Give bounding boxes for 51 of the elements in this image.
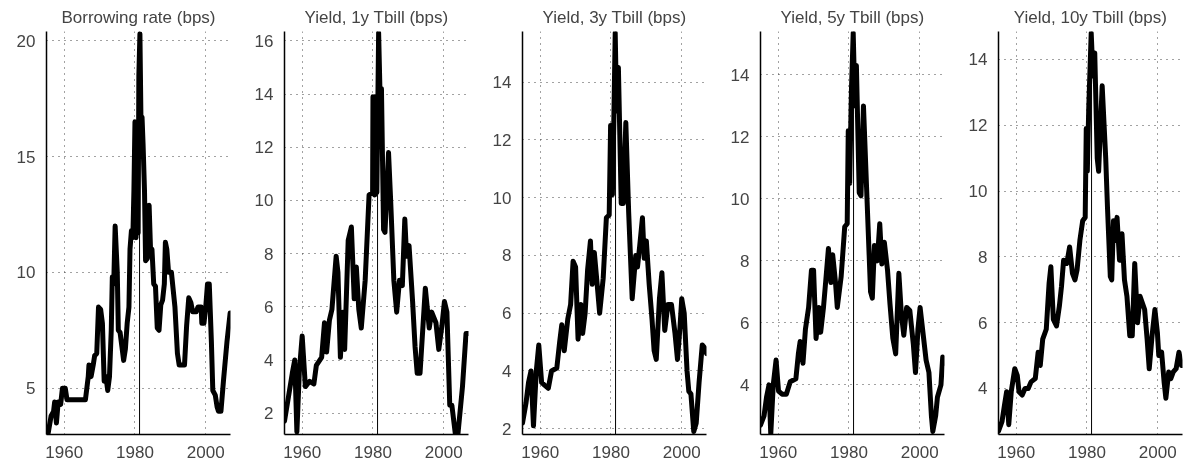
y-tick-label: 2 <box>502 419 512 439</box>
chart-title: Yield, 1y Tbill (bps) <box>304 7 449 27</box>
y-tick-label: 8 <box>740 251 750 271</box>
y-tick-label: 15 <box>16 147 36 167</box>
x-tick-label: 1980 <box>354 442 392 462</box>
y-tick-label: 12 <box>254 138 274 158</box>
y-tick-label: 8 <box>978 247 988 267</box>
y-tick-label: 8 <box>502 246 512 266</box>
y-tick-label: 10 <box>730 189 750 209</box>
y-tick-label: 6 <box>502 304 512 324</box>
y-tick-label: 14 <box>968 50 988 70</box>
y-tick-label: 12 <box>730 127 750 147</box>
y-tick-label: 4 <box>264 351 274 371</box>
x-tick-label: 1960 <box>759 442 798 462</box>
y-tick-label: 14 <box>254 85 274 105</box>
x-tick-label: 1960 <box>283 442 322 462</box>
y-tick-label: 12 <box>492 130 512 150</box>
x-tick-label: 2000 <box>424 442 463 462</box>
y-tick-label: 4 <box>502 361 512 381</box>
x-tick-label: 1980 <box>1068 442 1106 462</box>
y-tick-label: 6 <box>978 313 988 333</box>
y-tick-label: 14 <box>730 65 750 85</box>
x-tick-label: 1960 <box>45 442 84 462</box>
chart-title: Yield, 10y Tbill (bps) <box>1013 7 1167 27</box>
y-tick-label: 5 <box>26 379 36 399</box>
x-tick-label: 1960 <box>997 442 1036 462</box>
x-tick-label: 1980 <box>830 442 868 462</box>
chart-title: Yield, 3y Tbill (bps) <box>542 7 687 27</box>
y-tick-label: 16 <box>254 31 274 51</box>
y-tick-label: 4 <box>740 375 750 395</box>
x-tick-label: 1980 <box>592 442 630 462</box>
y-tick-label: 4 <box>978 379 988 399</box>
y-tick-label: 10 <box>254 191 274 211</box>
x-tick-label: 2000 <box>1138 442 1177 462</box>
chart-title: Yield, 5y Tbill (bps) <box>780 7 925 27</box>
x-tick-label: 2000 <box>662 442 701 462</box>
y-tick-label: 20 <box>16 31 36 51</box>
y-tick-label: 14 <box>492 73 512 93</box>
y-tick-label: 10 <box>492 188 512 208</box>
x-tick-label: 2000 <box>900 442 939 462</box>
y-tick-label: 12 <box>968 116 988 136</box>
y-tick-label: 10 <box>968 182 988 202</box>
x-tick-label: 1960 <box>521 442 560 462</box>
y-tick-label: 2 <box>264 404 274 424</box>
y-tick-label: 6 <box>264 297 274 317</box>
chart-title: Borrowing rate (bps) <box>61 7 216 27</box>
y-tick-label: 6 <box>740 313 750 333</box>
y-tick-label: 10 <box>16 263 36 283</box>
y-tick-label: 8 <box>264 244 274 264</box>
x-tick-label: 2000 <box>186 442 225 462</box>
x-tick-label: 1980 <box>116 442 154 462</box>
